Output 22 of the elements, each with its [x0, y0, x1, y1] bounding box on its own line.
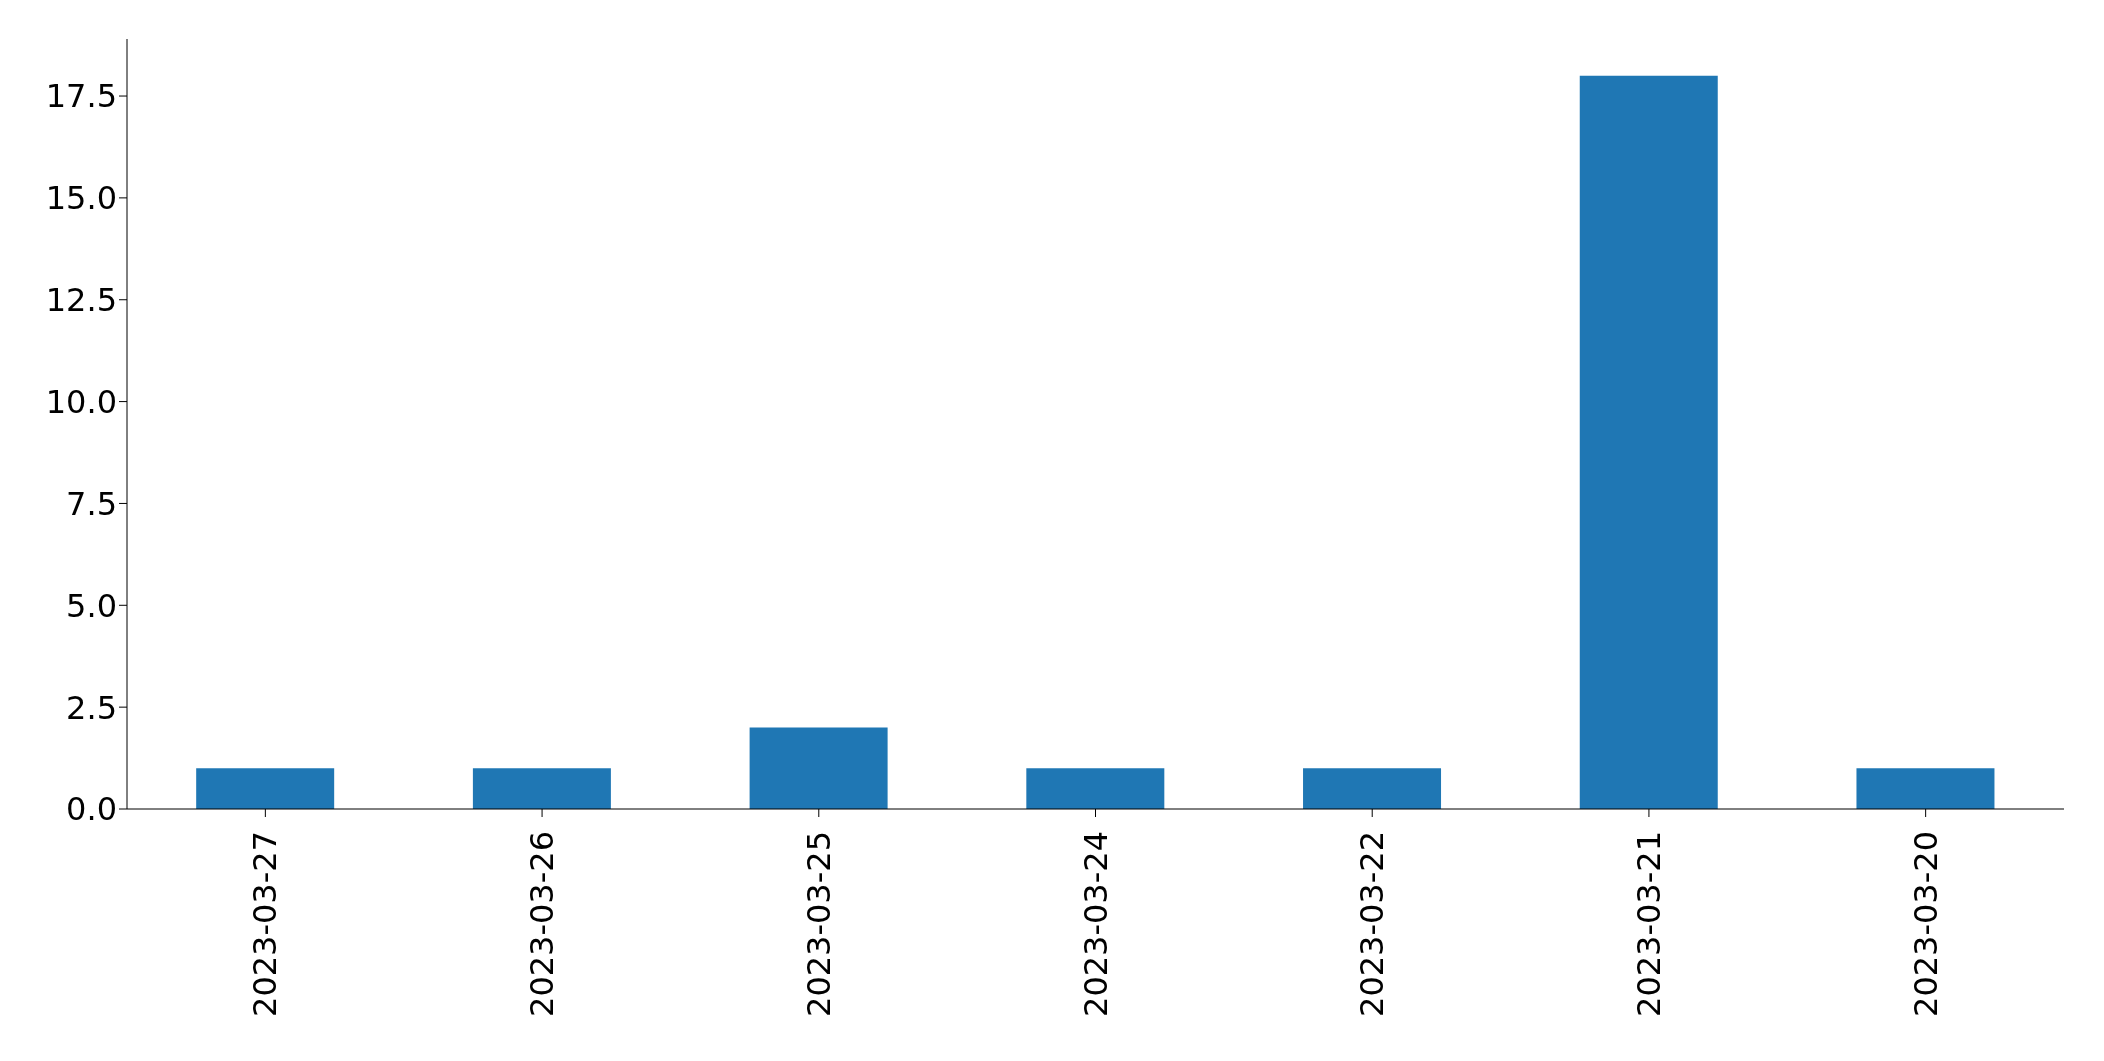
y-tick-label: 5.0	[66, 586, 117, 625]
y-tick-label: 7.5	[66, 484, 117, 523]
bar	[472, 768, 611, 809]
y-tick-label: 2.5	[66, 688, 117, 727]
bar	[1303, 768, 1442, 809]
y-tick-label: 12.5	[45, 281, 117, 320]
x-tick-label: 2023-03-22	[1353, 831, 1392, 1017]
bar	[196, 768, 335, 809]
y-tick-label: 15.0	[45, 179, 117, 218]
y-tick-label: 0.0	[66, 790, 117, 829]
bar	[1026, 768, 1165, 809]
x-tick-label: 2023-03-26	[523, 831, 562, 1017]
x-tick-label: 2023-03-25	[799, 831, 838, 1017]
y-tick-label: 10.0	[45, 382, 117, 421]
x-tick-label: 2023-03-24	[1076, 831, 1115, 1017]
x-tick-label: 2023-03-20	[1906, 831, 1945, 1017]
bar	[1856, 768, 1995, 809]
bar	[1579, 75, 1718, 809]
x-tick-label: 2023-03-27	[246, 831, 285, 1017]
y-tick-label: 17.5	[45, 77, 117, 116]
bar	[749, 727, 888, 809]
x-tick-label: 2023-03-21	[1629, 831, 1668, 1017]
